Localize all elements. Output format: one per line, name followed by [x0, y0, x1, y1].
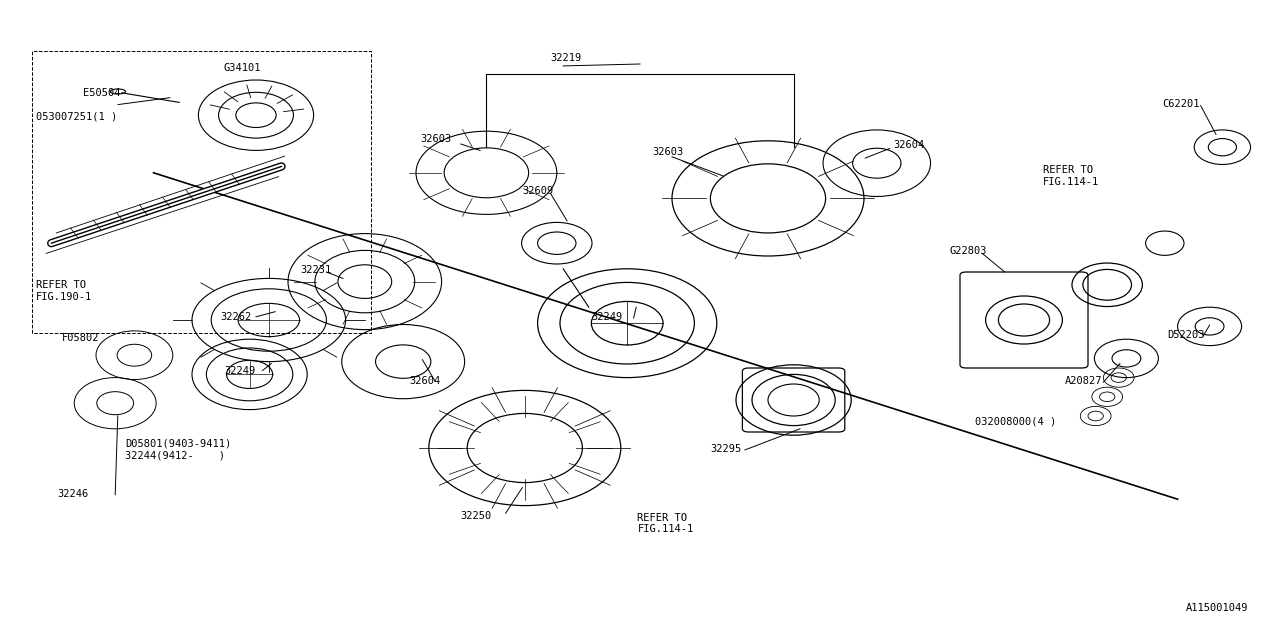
Text: 053007251(1 ): 053007251(1 ): [36, 111, 116, 122]
Text: 32603: 32603: [653, 147, 684, 157]
Text: 32604: 32604: [893, 140, 924, 150]
Text: E50504: E50504: [83, 88, 120, 98]
Text: 32231: 32231: [301, 265, 332, 275]
Text: 32604: 32604: [410, 376, 440, 386]
Text: A115001049: A115001049: [1185, 603, 1248, 613]
Text: A20827: A20827: [1065, 376, 1102, 386]
Text: 32249: 32249: [591, 312, 622, 322]
Text: 32246: 32246: [58, 489, 88, 499]
Text: REFER TO
FIG.190-1: REFER TO FIG.190-1: [36, 280, 92, 302]
Text: G22803: G22803: [950, 246, 987, 256]
Text: 032008000(4 ): 032008000(4 ): [975, 416, 1056, 426]
Text: F05802: F05802: [61, 333, 99, 343]
Text: 32249: 32249: [224, 366, 255, 376]
Text: REFER TO
FIG.114-1: REFER TO FIG.114-1: [1043, 165, 1100, 187]
Text: REFER TO
FIG.114-1: REFER TO FIG.114-1: [637, 513, 694, 534]
Text: 32603: 32603: [420, 134, 451, 144]
Text: C62201: C62201: [1162, 99, 1199, 109]
Text: 32609: 32609: [522, 186, 553, 196]
Text: 32250: 32250: [461, 511, 492, 521]
Text: G34101: G34101: [224, 63, 261, 74]
Text: 32219: 32219: [550, 52, 581, 63]
Text: D05801(9403-9411)
32244(9412-    ): D05801(9403-9411) 32244(9412- ): [125, 438, 232, 460]
Text: 32262: 32262: [220, 312, 251, 322]
Text: D52203: D52203: [1167, 330, 1204, 340]
Text: 32295: 32295: [710, 444, 741, 454]
